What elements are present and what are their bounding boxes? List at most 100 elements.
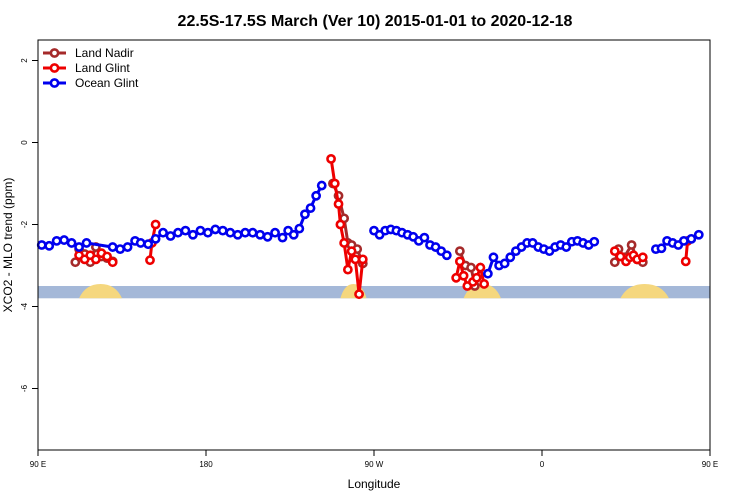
land-glint-point <box>326 153 336 164</box>
ocean-glint-point <box>255 229 266 240</box>
x-tick-label: 0 <box>540 460 545 469</box>
ocean-glint-point <box>225 227 236 238</box>
ocean-glint-point <box>36 240 47 250</box>
y-tick-label: 2 <box>20 58 29 63</box>
ocean-glint-point <box>122 242 133 252</box>
ocean-glint-point <box>81 238 92 248</box>
ocean-glint-point <box>217 225 228 236</box>
ocean-band <box>38 286 710 299</box>
land-glint-point <box>102 251 112 262</box>
ocean-glint-point <box>678 235 689 246</box>
ocean-glint-point <box>74 242 84 252</box>
land-nadir-point <box>454 246 465 257</box>
ocean-glint-point <box>419 232 430 243</box>
series-land-glint <box>74 153 693 300</box>
ocean-glint-point <box>488 252 499 263</box>
ocean-glint-point <box>115 244 126 254</box>
ocean-glint-point <box>143 239 154 250</box>
land-glint-point <box>150 219 161 230</box>
ocean-glint-point <box>150 233 161 244</box>
x-tick-label: 90 W <box>365 460 384 469</box>
land-ocean-mask <box>38 284 710 299</box>
ocean-glint-point <box>66 238 77 248</box>
ocean-glint-point <box>188 229 198 240</box>
ocean-glint-point <box>165 231 176 241</box>
land-glint-point <box>454 256 465 267</box>
land-glint-point <box>458 270 469 281</box>
land-glint-point <box>350 254 361 265</box>
land-glint-point <box>346 246 357 257</box>
series-layer <box>36 153 704 300</box>
x-tick-label: 90 E <box>30 460 46 469</box>
land-glint-point <box>145 255 155 266</box>
land-patch <box>79 284 122 299</box>
ocean-glint-point <box>499 258 510 269</box>
ocean-glint-point <box>44 240 55 251</box>
ocean-glint-point <box>482 268 493 279</box>
ocean-glint-point <box>262 231 273 242</box>
ocean-glint-point <box>316 180 327 191</box>
ocean-glint-point <box>288 229 299 240</box>
ocean-glint-point <box>441 250 452 261</box>
ocean-glint-point <box>240 227 251 238</box>
ocean-glint-point <box>232 229 243 240</box>
land-glint-point <box>609 246 620 257</box>
land-glint-point <box>354 289 364 300</box>
y-tick-label: -6 <box>20 384 29 392</box>
ocean-glint-point <box>51 235 62 246</box>
land-glint-point <box>339 238 350 248</box>
land-glint-point <box>335 219 346 230</box>
land-glint-point <box>615 251 626 262</box>
y-axis-label: XCO2 - MLO trend (ppm) <box>1 178 15 313</box>
land-patch <box>620 284 669 299</box>
ocean-glint-point <box>173 227 183 238</box>
ocean-glint-point <box>59 235 70 245</box>
land-glint-point <box>333 199 344 209</box>
land-glint-point <box>90 254 101 265</box>
x-axis-ticks: 90 E 180 90 W 0 90 E <box>30 450 718 469</box>
legend-marker-ocean-glint <box>49 78 60 88</box>
land-nadir-point <box>626 240 637 250</box>
ocean-glint-point <box>561 242 572 252</box>
ocean-glint-point <box>277 232 288 243</box>
land-glint-line <box>329 158 365 295</box>
x-axis-label: Longitude <box>348 477 401 491</box>
ocean-glint-point <box>311 190 322 201</box>
ocean-glint-point <box>180 225 191 236</box>
land-glint-point <box>637 252 648 263</box>
land-nadir-point <box>609 257 620 268</box>
ocean-glint-point <box>107 242 118 252</box>
y-tick-label: 0 <box>20 140 29 145</box>
ocean-glint-point <box>210 224 221 235</box>
ocean-glint-point <box>300 209 310 220</box>
chart-title: 22.5S-17.5S March (Ver 10) 2015-01-01 to… <box>178 13 573 30</box>
ocean-glint-point <box>693 229 704 240</box>
land-glint-point <box>680 256 691 267</box>
y-tick-label: -2 <box>20 220 29 228</box>
series-ocean-glint <box>36 180 704 279</box>
y-tick-label: -4 <box>20 302 29 310</box>
land-glint-point <box>475 262 486 273</box>
land-nadir-point <box>70 257 81 268</box>
legend-marker-land-glint <box>49 63 60 73</box>
legend-label-land-glint: Land Glint <box>75 61 130 75</box>
ocean-glint-point <box>270 227 280 238</box>
legend-label-land-nadir: Land Nadir <box>75 46 134 60</box>
ocean-glint-point <box>158 227 168 238</box>
legend-label-ocean-glint: Ocean Glint <box>75 76 139 90</box>
land-glint-point <box>357 254 368 265</box>
ocean-glint-point <box>656 243 667 254</box>
x-tick-label: 180 <box>199 460 213 469</box>
ocean-glint-point <box>247 227 258 238</box>
ocean-glint-point <box>135 238 146 248</box>
ocean-glint-point <box>305 203 316 213</box>
y-axis-ticks: 2 0 -2 -4 -6 <box>20 58 38 392</box>
land-glint-point <box>342 264 353 275</box>
ocean-glint-point <box>589 236 600 247</box>
land-glint-point <box>471 272 482 283</box>
ocean-glint-point <box>294 223 305 234</box>
land-glint-point <box>451 272 462 283</box>
ocean-glint-point <box>195 225 206 236</box>
